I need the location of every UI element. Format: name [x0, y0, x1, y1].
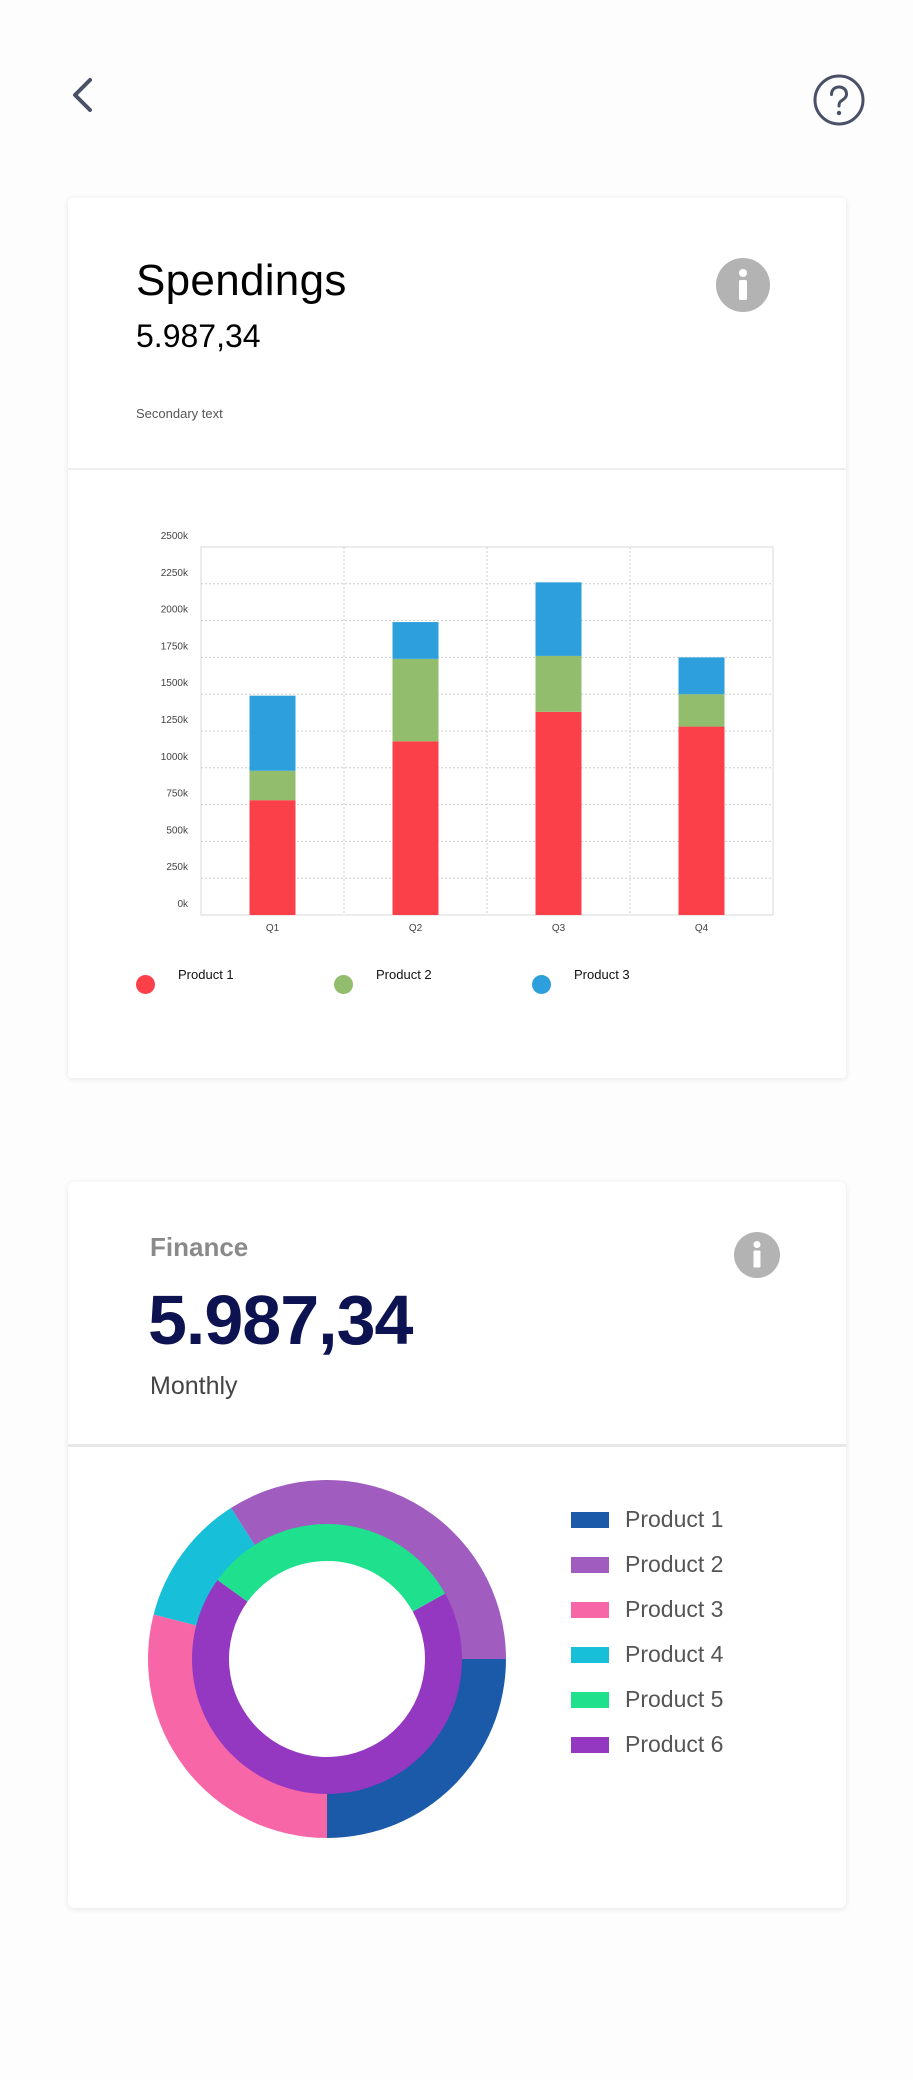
y-tick-label: 2250k	[161, 568, 189, 579]
y-tick-label: 1250k	[161, 715, 189, 726]
spendings-title: Spendings	[136, 256, 347, 305]
legend-item-product-5: Product 5	[571, 1680, 801, 1720]
legend-label: Product 1	[625, 1506, 724, 1532]
spendings-bar-chart: 0k 250k 500k 750k 1000k 1250k 1500k 1750k 2000k 2…	[161, 531, 774, 934]
x-tick-label: Q4	[695, 923, 709, 934]
spendings-info-button[interactable]	[716, 258, 770, 312]
legend-swatch	[571, 1512, 609, 1528]
y-tick-label: 1750k	[161, 641, 189, 652]
legend-item-product-2: Product 2	[571, 1545, 801, 1585]
legend-item-product-4: Product 4	[571, 1635, 801, 1675]
finance-period: Monthly	[150, 1372, 238, 1400]
spendings-card: Spendings 5.987,34 Secondary text 0k 250k…	[68, 198, 846, 1078]
bar-q1-product-1	[249, 800, 296, 915]
bar-q4-product-1	[678, 726, 725, 915]
top-bar	[0, 0, 913, 150]
spendings-value: 5.987,34	[136, 318, 261, 354]
bar-q3-product-1	[535, 711, 582, 915]
legend-swatch	[571, 1647, 609, 1663]
x-tick-label: Q2	[409, 923, 423, 934]
y-tick-label: 500k	[166, 825, 189, 836]
legend-label: Product 2	[625, 1551, 724, 1577]
y-tick-label: 250k	[166, 862, 189, 873]
finance-divider	[68, 1444, 846, 1447]
bar-q3-product-3	[535, 582, 582, 656]
inner-slice-product-6	[191, 1580, 462, 1794]
outer-slice-product-4	[153, 1507, 256, 1626]
x-tick-label: Q1	[266, 923, 280, 934]
bar-q4-product-3	[678, 657, 725, 695]
finance-value: 5.987,34	[148, 1281, 413, 1359]
inner-slice-product-5	[217, 1524, 446, 1612]
bar-q4-product-2	[678, 694, 725, 727]
info-icon	[734, 1232, 780, 1278]
outer-slice-product-2	[231, 1480, 506, 1659]
bar-q2-product-1	[392, 741, 439, 915]
y-tick-label: 2000k	[161, 605, 189, 616]
back-button[interactable]	[60, 70, 110, 120]
finance-donut-chart	[148, 1480, 506, 1838]
y-tick-label: 1500k	[161, 678, 189, 689]
finance-card: Finance 5.987,34 Monthly Product 1 Produc…	[68, 1182, 846, 1908]
legend-item-product-6: Product 6	[571, 1725, 801, 1765]
legend-label: Product 5	[625, 1686, 724, 1712]
y-tick-label: 750k	[166, 789, 189, 800]
finance-info-button[interactable]	[734, 1232, 780, 1278]
bar-q1-product-3	[249, 695, 296, 771]
legend-label: Product 2	[376, 967, 432, 982]
legend-item-product-1: Product 1	[571, 1500, 801, 1540]
legend-swatch	[532, 975, 551, 994]
bar-q2-product-3	[392, 622, 439, 659]
legend-swatch	[571, 1692, 609, 1708]
y-tick-label: 0k	[177, 899, 189, 910]
y-tick-label: 2500k	[161, 531, 189, 542]
bar-q2-product-2	[392, 658, 439, 742]
x-tick-label: Q3	[552, 923, 566, 934]
legend-swatch	[571, 1737, 609, 1753]
help-button[interactable]	[812, 73, 866, 127]
legend-swatch	[571, 1557, 609, 1573]
legend-swatch	[136, 975, 155, 994]
legend-label: Product 3	[574, 967, 630, 982]
legend-item-product-3: Product 3	[571, 1590, 801, 1630]
spendings-divider	[68, 468, 846, 470]
legend-label: Product 3	[625, 1596, 724, 1622]
bar-q1-product-2	[249, 770, 296, 801]
bar-q3-product-2	[535, 655, 582, 712]
outer-slice-product-1	[327, 1659, 506, 1838]
finance-label: Finance	[150, 1232, 249, 1262]
legend-label: Product 6	[625, 1731, 724, 1757]
question-circle-icon	[813, 74, 865, 126]
info-icon	[716, 258, 770, 312]
legend-label: Product 4	[625, 1641, 724, 1667]
legend-label: Product 1	[178, 967, 234, 982]
y-tick-label: 1000k	[161, 752, 189, 763]
legend-swatch	[571, 1602, 609, 1618]
chevron-left-icon	[73, 78, 92, 112]
spendings-secondary-text: Secondary text	[136, 406, 223, 421]
legend-swatch	[334, 975, 353, 994]
